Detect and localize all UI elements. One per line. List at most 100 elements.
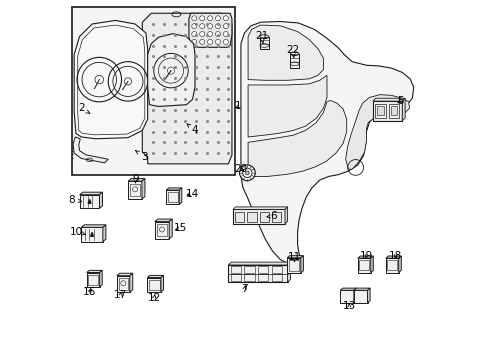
Polygon shape <box>128 181 142 199</box>
Polygon shape <box>142 179 144 199</box>
Polygon shape <box>385 256 401 258</box>
Polygon shape <box>117 273 132 276</box>
Bar <box>130 184 140 197</box>
Bar <box>290 54 298 68</box>
Bar <box>386 260 396 270</box>
Polygon shape <box>340 288 356 290</box>
Circle shape <box>207 16 212 21</box>
Polygon shape <box>300 256 303 273</box>
Circle shape <box>207 32 212 37</box>
Polygon shape <box>398 256 401 273</box>
Bar <box>235 212 244 222</box>
Bar <box>390 107 396 116</box>
Text: 19: 19 <box>359 251 372 261</box>
Circle shape <box>239 165 255 181</box>
Text: 2: 2 <box>78 103 90 113</box>
Polygon shape <box>80 192 102 195</box>
Polygon shape <box>155 222 169 239</box>
Bar <box>376 107 383 116</box>
Text: 3: 3 <box>135 150 147 162</box>
Text: 20: 20 <box>234 164 247 174</box>
Bar <box>271 274 281 281</box>
Polygon shape <box>367 288 369 303</box>
Polygon shape <box>80 195 99 208</box>
Circle shape <box>199 16 204 21</box>
Bar <box>271 266 281 273</box>
Text: 18: 18 <box>388 251 402 261</box>
Polygon shape <box>402 98 405 121</box>
Circle shape <box>191 32 196 37</box>
Polygon shape <box>128 179 144 181</box>
Circle shape <box>215 32 220 37</box>
Circle shape <box>199 40 204 44</box>
Bar <box>247 212 256 222</box>
Text: 1: 1 <box>235 102 241 112</box>
Circle shape <box>207 24 212 29</box>
Circle shape <box>199 32 204 37</box>
Text: 13: 13 <box>342 301 355 311</box>
Text: 9: 9 <box>132 174 139 184</box>
Circle shape <box>215 40 220 44</box>
Polygon shape <box>188 13 231 47</box>
Circle shape <box>215 24 220 29</box>
Polygon shape <box>102 225 105 242</box>
Polygon shape <box>353 288 369 290</box>
Bar <box>258 266 267 273</box>
Bar <box>230 274 241 281</box>
Circle shape <box>223 16 228 21</box>
Polygon shape <box>100 270 102 287</box>
Polygon shape <box>99 192 102 208</box>
Bar <box>233 210 285 224</box>
Circle shape <box>215 16 220 21</box>
Text: 17: 17 <box>114 290 127 300</box>
Polygon shape <box>372 98 405 101</box>
Polygon shape <box>345 95 408 169</box>
Polygon shape <box>353 290 367 303</box>
Bar <box>374 104 385 118</box>
Text: 22: 22 <box>285 45 299 58</box>
Polygon shape <box>161 275 163 292</box>
Bar <box>271 212 281 222</box>
Polygon shape <box>166 190 179 204</box>
Circle shape <box>223 40 228 44</box>
Circle shape <box>223 24 228 29</box>
Polygon shape <box>81 225 105 227</box>
Text: 4: 4 <box>187 124 197 135</box>
Text: 6: 6 <box>266 211 277 221</box>
Polygon shape <box>169 219 172 239</box>
Ellipse shape <box>260 35 268 39</box>
Polygon shape <box>147 275 163 278</box>
Bar <box>388 104 399 118</box>
Polygon shape <box>286 256 303 258</box>
Circle shape <box>223 32 228 37</box>
Bar <box>88 275 98 285</box>
Bar <box>148 280 159 290</box>
Polygon shape <box>74 21 147 139</box>
Polygon shape <box>247 25 323 80</box>
Bar <box>156 224 167 236</box>
Text: 5: 5 <box>396 96 403 106</box>
Circle shape <box>207 40 212 44</box>
Polygon shape <box>285 207 287 224</box>
Circle shape <box>199 24 204 29</box>
Bar <box>167 192 178 202</box>
Polygon shape <box>155 219 172 222</box>
Polygon shape <box>247 100 346 176</box>
Polygon shape <box>233 207 287 210</box>
Bar <box>228 265 287 282</box>
Polygon shape <box>287 262 290 282</box>
Circle shape <box>191 16 196 21</box>
Ellipse shape <box>290 52 298 55</box>
Polygon shape <box>357 258 370 273</box>
Polygon shape <box>129 273 132 292</box>
Polygon shape <box>147 278 161 292</box>
Text: 7: 7 <box>241 284 247 294</box>
Text: 15: 15 <box>174 224 187 233</box>
Circle shape <box>245 171 249 175</box>
Polygon shape <box>241 22 413 265</box>
Circle shape <box>191 40 196 44</box>
Polygon shape <box>228 262 290 265</box>
Polygon shape <box>247 75 326 137</box>
Polygon shape <box>86 273 100 287</box>
Polygon shape <box>357 256 372 258</box>
